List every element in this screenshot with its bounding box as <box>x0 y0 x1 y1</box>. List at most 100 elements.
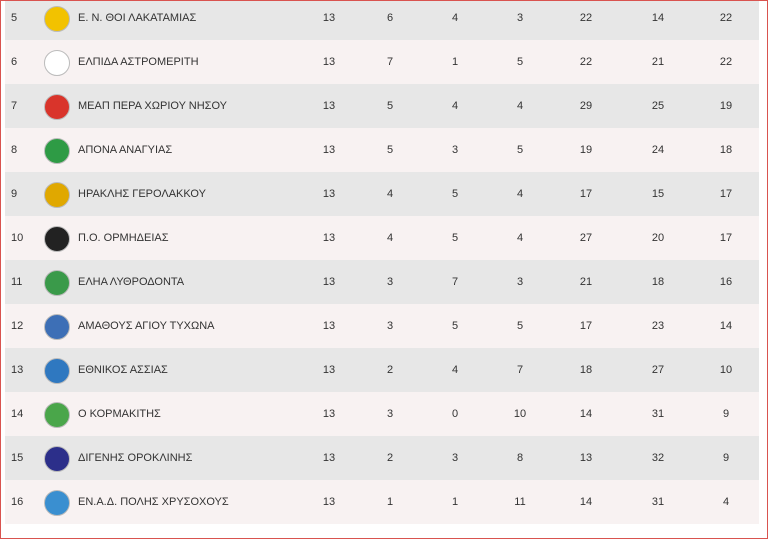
position: 8 <box>11 144 18 156</box>
stat: 18 <box>579 364 593 376</box>
stat: 14 <box>719 320 733 332</box>
stat: 5 <box>516 56 524 68</box>
stat: 13 <box>322 276 336 288</box>
table-row: 8 ΑΠΟΝΑ ΑΝΑΓΥΙΑΣ 13 5 3 5 19 24 18 <box>5 128 759 172</box>
stat: 2 <box>386 364 394 376</box>
stat: 5 <box>451 320 459 332</box>
stat: 5 <box>386 100 394 112</box>
stat: 24 <box>651 144 665 156</box>
stat: 9 <box>722 452 730 464</box>
stat: 1 <box>451 496 459 508</box>
stat: 21 <box>579 276 593 288</box>
stat: 4 <box>722 496 730 508</box>
stat: 14 <box>579 496 593 508</box>
table-row: 12 ΑΜΑΘΟΥΣ ΑΓΙΟΥ ΤΥΧΩΝΑ 13 3 5 5 17 23 14 <box>5 304 759 348</box>
stat: 22 <box>579 12 593 24</box>
position: 15 <box>11 452 24 464</box>
stat: 22 <box>719 56 733 68</box>
stat: 25 <box>651 100 665 112</box>
team-logo <box>44 226 70 252</box>
team-name: Ε. Ν. ΘΟΙ ΛΑΚΑΤΑΜΙΑΣ <box>78 12 197 24</box>
team-name: ΗΡΑΚΛΗΣ ΓΕΡΟΛΑΚΚΟΥ <box>78 188 206 200</box>
stat: 14 <box>651 12 665 24</box>
team-logo <box>44 138 70 164</box>
position: 13 <box>11 364 24 376</box>
team-logo <box>44 402 70 428</box>
position: 14 <box>11 408 24 420</box>
position: 16 <box>11 496 24 508</box>
stat: 27 <box>651 364 665 376</box>
position: 10 <box>11 232 24 244</box>
team-logo <box>44 358 70 384</box>
team-name: ΑΠΟΝΑ ΑΝΑΓΥΙΑΣ <box>78 144 173 156</box>
position: 12 <box>11 320 24 332</box>
table-row: 10 Π.Ο. ΟΡΜΗΔΕΙΑΣ 13 4 5 4 27 20 17 <box>5 216 759 260</box>
stat: 13 <box>322 408 336 420</box>
position: 9 <box>11 188 18 200</box>
team-name: ΑΜΑΘΟΥΣ ΑΓΙΟΥ ΤΥΧΩΝΑ <box>78 320 215 332</box>
table-row: 9 ΗΡΑΚΛΗΣ ΓΕΡΟΛΑΚΚΟΥ 13 4 5 4 17 15 17 <box>5 172 759 216</box>
stat: 17 <box>579 320 593 332</box>
team-logo <box>44 182 70 208</box>
team-logo <box>44 270 70 296</box>
stat: 31 <box>651 408 665 420</box>
stat: 18 <box>719 144 733 156</box>
stat: 4 <box>451 364 459 376</box>
table-row: 15 ΔΙΓΕΝΗΣ ΟΡΟΚΛΙΝΗΣ 13 2 3 8 13 32 9 <box>5 436 759 480</box>
stat: 19 <box>579 144 593 156</box>
stat: 27 <box>579 232 593 244</box>
stat: 3 <box>516 12 524 24</box>
team-logo <box>44 490 70 516</box>
table-row: 5 Ε. Ν. ΘΟΙ ΛΑΚΑΤΑΜΙΑΣ 13 6 4 3 22 14 22 <box>5 1 759 40</box>
stat: 6 <box>386 12 394 24</box>
team-logo <box>44 6 70 32</box>
stat: 22 <box>579 56 593 68</box>
stat: 5 <box>386 144 394 156</box>
stat: 23 <box>651 320 665 332</box>
team-name: ΜΕΑΠ ΠΕΡΑ ΧΩΡΙΟΥ ΝΗΣΟΥ <box>78 100 227 112</box>
table-row: 7 ΜΕΑΠ ΠΕΡΑ ΧΩΡΙΟΥ ΝΗΣΟΥ 13 5 4 4 29 25 19 <box>5 84 759 128</box>
stat: 5 <box>451 188 459 200</box>
stat: 13 <box>322 320 336 332</box>
stat: 19 <box>719 100 733 112</box>
team-name: Ο ΚΟΡΜΑΚΙΤΗΣ <box>78 408 161 420</box>
team-name: ΕΝ.Α.Δ. ΠΟΛΗΣ ΧΡΥΣΟΧΟΥΣ <box>78 496 229 508</box>
stat: 3 <box>386 408 394 420</box>
stat: 14 <box>579 408 593 420</box>
stat: 17 <box>579 188 593 200</box>
stat: 31 <box>651 496 665 508</box>
stat: 17 <box>719 232 733 244</box>
stat: 13 <box>322 12 336 24</box>
stat: 15 <box>651 188 665 200</box>
team-name: ΕΛΗΑ ΛΥΘΡΟΔΟΝΤΑ <box>78 276 185 288</box>
position: 6 <box>11 56 18 68</box>
team-logo <box>44 314 70 340</box>
stat: 13 <box>322 144 336 156</box>
stat: 4 <box>516 232 524 244</box>
position: 5 <box>11 12 18 24</box>
stat: 11 <box>514 496 526 508</box>
stat: 4 <box>451 12 459 24</box>
position: 7 <box>11 100 18 112</box>
table-row: 14 Ο ΚΟΡΜΑΚΙΤΗΣ 13 3 0 10 14 31 9 <box>5 392 759 436</box>
stat: 13 <box>322 452 336 464</box>
table-row: 11 ΕΛΗΑ ΛΥΘΡΟΔΟΝΤΑ 13 3 7 3 21 18 16 <box>5 260 759 304</box>
stat: 7 <box>386 56 394 68</box>
stat: 4 <box>516 188 524 200</box>
stat: 13 <box>322 364 336 376</box>
stat: 1 <box>386 496 394 508</box>
stat: 10 <box>719 364 733 376</box>
team-name: Π.Ο. ΟΡΜΗΔΕΙΑΣ <box>78 232 169 244</box>
stat: 3 <box>386 320 394 332</box>
stat: 13 <box>322 56 336 68</box>
table-row: 6 ΕΛΠΙΔΑ ΑΣΤΡΟΜΕΡΙΤΗ 13 7 1 5 22 21 22 <box>5 40 759 84</box>
stat: 0 <box>451 408 459 420</box>
team-logo <box>44 446 70 472</box>
stat: 22 <box>719 12 733 24</box>
stat: 13 <box>322 188 336 200</box>
team-name: ΔΙΓΕΝΗΣ ΟΡΟΚΛΙΝΗΣ <box>78 452 193 464</box>
stat: 5 <box>516 144 524 156</box>
stat: 29 <box>579 100 593 112</box>
stat: 13 <box>579 452 593 464</box>
